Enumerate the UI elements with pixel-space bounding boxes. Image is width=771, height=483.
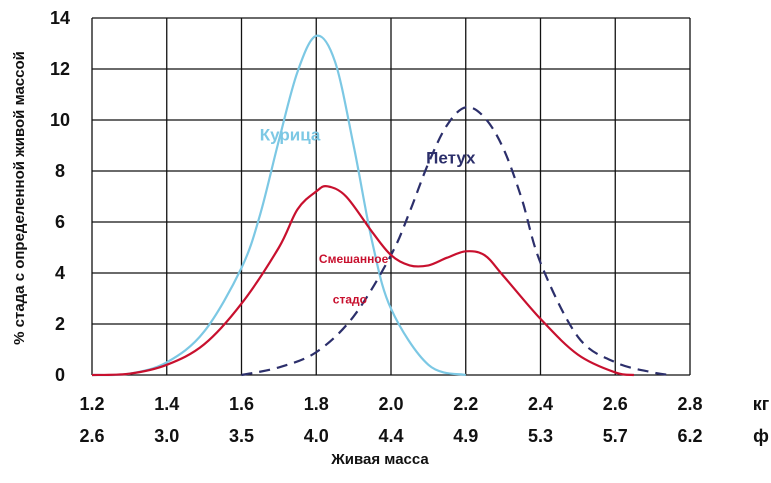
y-tick-label: 12	[50, 59, 70, 79]
grid-lines	[91, 17, 691, 376]
y-tick-label: 10	[50, 110, 70, 130]
y-tick-label: 2	[55, 314, 65, 334]
x-tick-label-lb: 4.0	[304, 426, 329, 446]
x-tick-label-lb: 5.7	[603, 426, 628, 446]
x-tick-label-lb: 6.2	[677, 426, 702, 446]
y-axis-title: % стада с определенной живой массой	[11, 51, 28, 345]
series-line-hen	[91, 34, 467, 377]
y-tick-label: 6	[55, 212, 65, 232]
x-tick-label-lb: 3.5	[229, 426, 254, 446]
x-tick-label-kg: 2.0	[378, 394, 403, 414]
annotation-hen: Курица	[260, 125, 321, 144]
axis-labels-layer: 1.2 2.6 1.4 3.0 1.6 3.5 1.8 4.0 2.0 4.4 2.2 4.9 2.4 5…	[50, 8, 770, 446]
x-tick-label-lb: 5.3	[528, 426, 553, 446]
annotations-layer: Курица Петух Смешанное стадо	[260, 125, 476, 306]
y-tick-label: 4	[55, 263, 65, 283]
x-tick-label-kg: 1.8	[304, 394, 329, 414]
x-tick-label-lb: 3.0	[154, 426, 179, 446]
series-line-rooster	[241, 105, 672, 377]
annotation-mixed-flock: стадо	[333, 293, 367, 307]
x-axis-title: Живая масса	[330, 451, 429, 468]
x-tick-label-kg: 2.6	[603, 394, 628, 414]
series-line-mixed-flock	[91, 185, 635, 377]
y-tick-label: 14	[50, 8, 70, 28]
y-tick-label: 0	[55, 365, 65, 385]
x-tick-label-kg: 2.2	[453, 394, 478, 414]
x-tick-label-kg: 2.4	[528, 394, 553, 414]
x-tick-label-kg: 1.2	[79, 394, 104, 414]
x-tick-label-kg: 1.4	[154, 394, 179, 414]
series-layer	[91, 34, 672, 377]
annotation-mixed-flock: Смешанное	[319, 252, 389, 266]
x-unit-lb: ф	[753, 426, 769, 446]
x-tick-label-kg: 2.8	[677, 394, 702, 414]
y-tick-label: 8	[55, 161, 65, 181]
x-tick-label-lb: 2.6	[79, 426, 104, 446]
x-tick-label-lb: 4.4	[378, 426, 403, 446]
x-tick-label-lb: 4.9	[453, 426, 478, 446]
x-unit-kg: кг	[753, 394, 770, 414]
annotation-rooster: Петух	[426, 148, 476, 167]
x-tick-label-kg: 1.6	[229, 394, 254, 414]
